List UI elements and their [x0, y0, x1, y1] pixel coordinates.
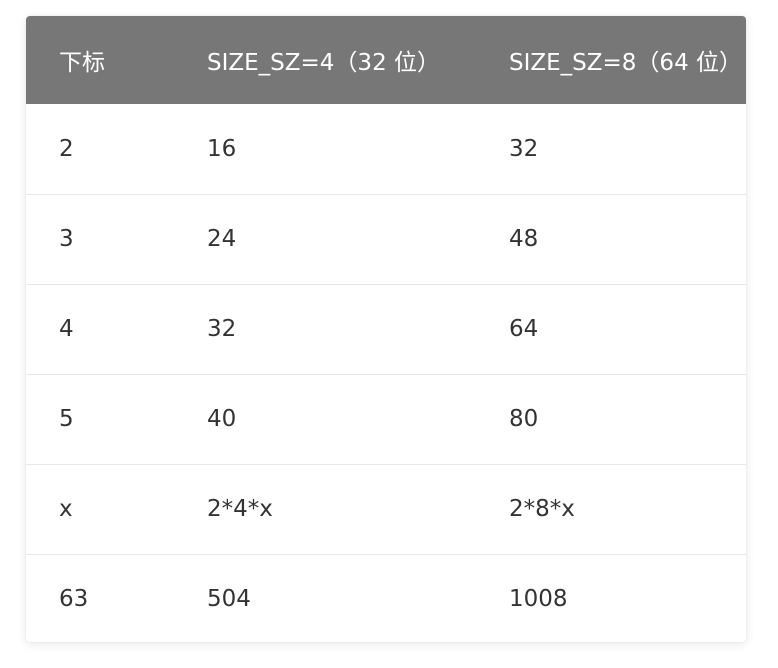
table-header: 下标 SIZE_SZ=4（32 位） SIZE_SZ=8（64 位）	[26, 16, 746, 104]
cell-index: 4	[59, 316, 74, 342]
cell-index: 3	[59, 226, 74, 252]
cell-index: 5	[59, 406, 74, 432]
cell-size-32: 24	[207, 226, 237, 252]
table-row: 5 40 80	[26, 374, 746, 464]
header-index: 下标	[59, 50, 105, 76]
cell-size-64: 2*8*x	[509, 496, 575, 522]
table-row: 63 504 1008	[26, 554, 746, 642]
cell-size-64: 32	[509, 135, 539, 162]
header-size-sz-4: SIZE_SZ=4（32 位）	[207, 50, 441, 76]
cell-size-32: 504	[207, 586, 251, 613]
size-table: 下标 SIZE_SZ=4（32 位） SIZE_SZ=8（64 位） 2 16 …	[26, 16, 746, 642]
cell-size-64: 48	[509, 226, 539, 252]
cell-size-32: 32	[207, 316, 237, 342]
cell-index: x	[59, 496, 73, 522]
table-body: 2 16 32 3 24 48 4 32 64 5 40 80 x 2*4*x	[26, 104, 746, 642]
table-row: 3 24 48	[26, 194, 746, 284]
cell-size-64: 1008	[509, 586, 568, 613]
header-size-sz-8: SIZE_SZ=8（64 位）	[509, 50, 743, 76]
cell-size-32: 40	[207, 406, 237, 432]
cell-size-64: 80	[509, 406, 539, 432]
table-row: 2 16 32	[26, 104, 746, 194]
cell-size-32: 2*4*x	[207, 496, 273, 522]
cell-index: 63	[59, 586, 89, 613]
cell-size-32: 16	[207, 135, 237, 162]
size-table-card: 下标 SIZE_SZ=4（32 位） SIZE_SZ=8（64 位） 2 16 …	[26, 16, 746, 642]
table-row: 4 32 64	[26, 284, 746, 374]
cell-size-64: 64	[509, 316, 539, 342]
cell-index: 2	[59, 135, 74, 162]
table-row: x 2*4*x 2*8*x	[26, 464, 746, 554]
header-row: 下标 SIZE_SZ=4（32 位） SIZE_SZ=8（64 位）	[26, 16, 746, 104]
